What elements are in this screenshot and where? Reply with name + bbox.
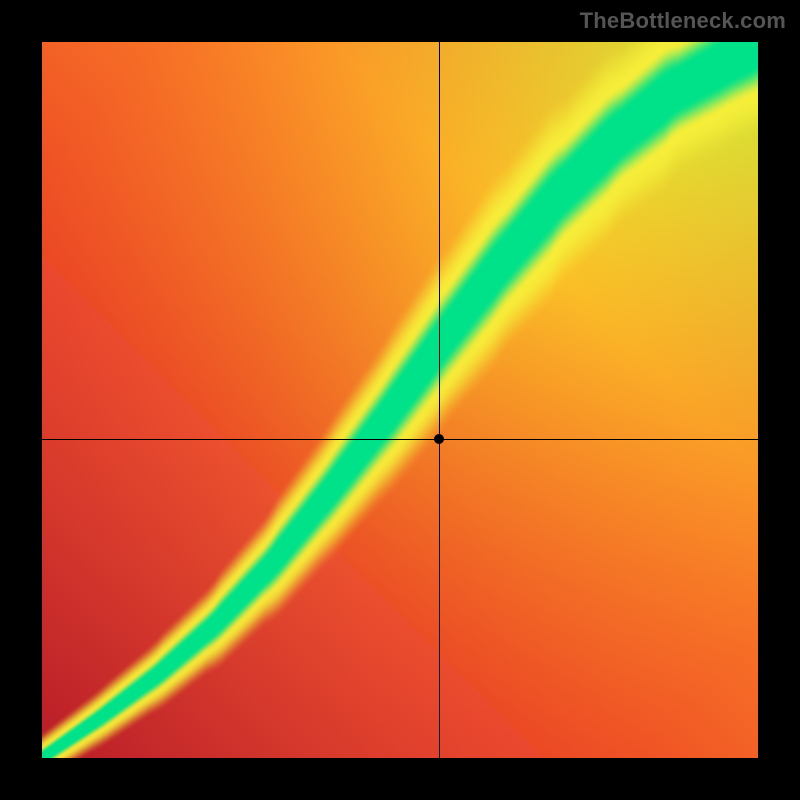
watermark-text: TheBottleneck.com	[580, 8, 786, 34]
crosshair-vertical	[439, 42, 440, 758]
crosshair-horizontal	[42, 439, 758, 440]
heatmap-canvas	[42, 42, 758, 758]
heatmap-plot	[42, 42, 758, 758]
crosshair-marker-dot	[434, 434, 444, 444]
